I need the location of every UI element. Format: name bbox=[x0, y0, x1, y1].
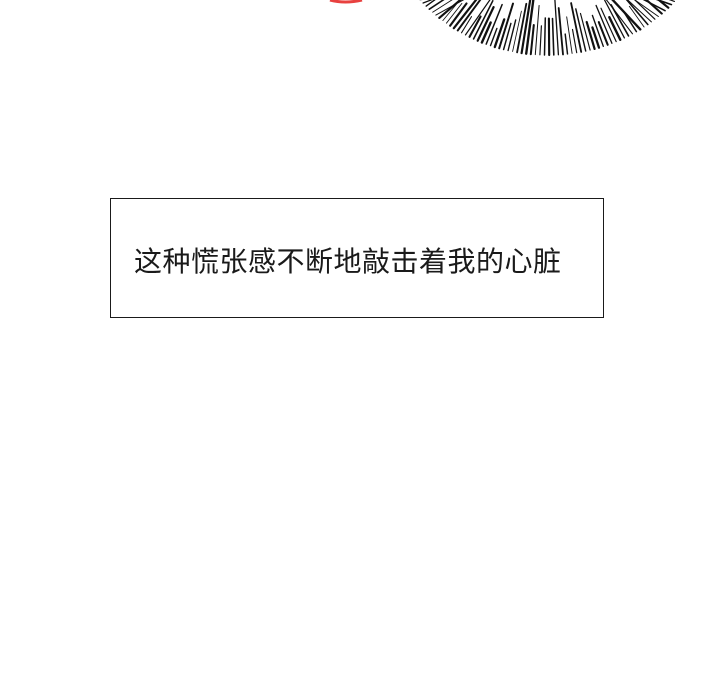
speed-line bbox=[571, 28, 578, 54]
speed-line bbox=[566, 16, 573, 54]
speed-line bbox=[425, 0, 436, 7]
speed-line bbox=[605, 0, 634, 35]
speed-line bbox=[579, 12, 591, 51]
speed-line bbox=[539, 25, 542, 56]
speed-line bbox=[476, 5, 495, 42]
burst-lines bbox=[419, 0, 675, 57]
speed-line bbox=[468, 15, 482, 38]
speed-line bbox=[498, 2, 514, 50]
caption-text: 这种慌张感不断地敲击着我的心脏 bbox=[134, 245, 562, 278]
speed-line bbox=[442, 3, 457, 22]
speed-line bbox=[445, 2, 463, 24]
speed-line bbox=[595, 4, 613, 44]
speed-line bbox=[534, 4, 540, 56]
speed-line bbox=[512, 10, 522, 52]
speed-line bbox=[525, 0, 535, 55]
speed-line bbox=[570, 2, 583, 53]
speed-line bbox=[464, 0, 491, 36]
speed-line bbox=[591, 26, 601, 49]
speed-line bbox=[449, 2, 468, 27]
speed-line bbox=[597, 21, 609, 46]
speed-line bbox=[502, 22, 512, 51]
speed-line bbox=[657, 0, 670, 9]
speed-line bbox=[435, 0, 465, 16]
speed-line bbox=[529, 23, 535, 56]
speed-line bbox=[554, 0, 560, 56]
speed-line bbox=[422, 0, 433, 4]
speed-line bbox=[625, 0, 649, 26]
speed-line bbox=[432, 0, 453, 13]
speed-line bbox=[489, 27, 498, 47]
speed-line bbox=[557, 7, 564, 56]
speed-line bbox=[634, 0, 656, 20]
speed-line bbox=[610, 4, 630, 37]
speed-line bbox=[472, 0, 494, 40]
speed-line bbox=[668, 0, 675, 2]
speed-line bbox=[543, 17, 547, 56]
speed-line bbox=[628, 5, 645, 28]
speed-line bbox=[600, 7, 617, 43]
speed-line bbox=[603, 0, 626, 39]
speed-line bbox=[480, 21, 492, 44]
burst-accent-mark bbox=[329, 0, 363, 4]
speed-line bbox=[564, 33, 569, 55]
speed-line bbox=[575, 8, 587, 52]
speed-line bbox=[452, 0, 478, 30]
caption-box: 这种慌张感不断地敲击着我的心脏 bbox=[110, 198, 604, 318]
speed-line bbox=[591, 14, 604, 47]
speed-line bbox=[456, 0, 482, 32]
speed-line bbox=[655, 0, 673, 6]
speed-line bbox=[623, 11, 638, 33]
speed-line bbox=[507, 19, 517, 52]
speed-line bbox=[493, 18, 506, 49]
speed-line bbox=[438, 0, 462, 19]
speed-line bbox=[516, 2, 528, 54]
speed-line bbox=[585, 20, 596, 51]
speed-line bbox=[551, 17, 555, 56]
speed-line bbox=[428, 0, 445, 10]
speed-lines-burst bbox=[329, 0, 675, 57]
speed-line bbox=[645, 0, 663, 15]
speed-line bbox=[460, 16, 473, 34]
speed-line bbox=[627, 0, 652, 23]
speed-line bbox=[520, 0, 532, 55]
speed-line bbox=[485, 3, 503, 45]
speed-line bbox=[608, 16, 622, 41]
speed-line bbox=[634, 0, 659, 17]
